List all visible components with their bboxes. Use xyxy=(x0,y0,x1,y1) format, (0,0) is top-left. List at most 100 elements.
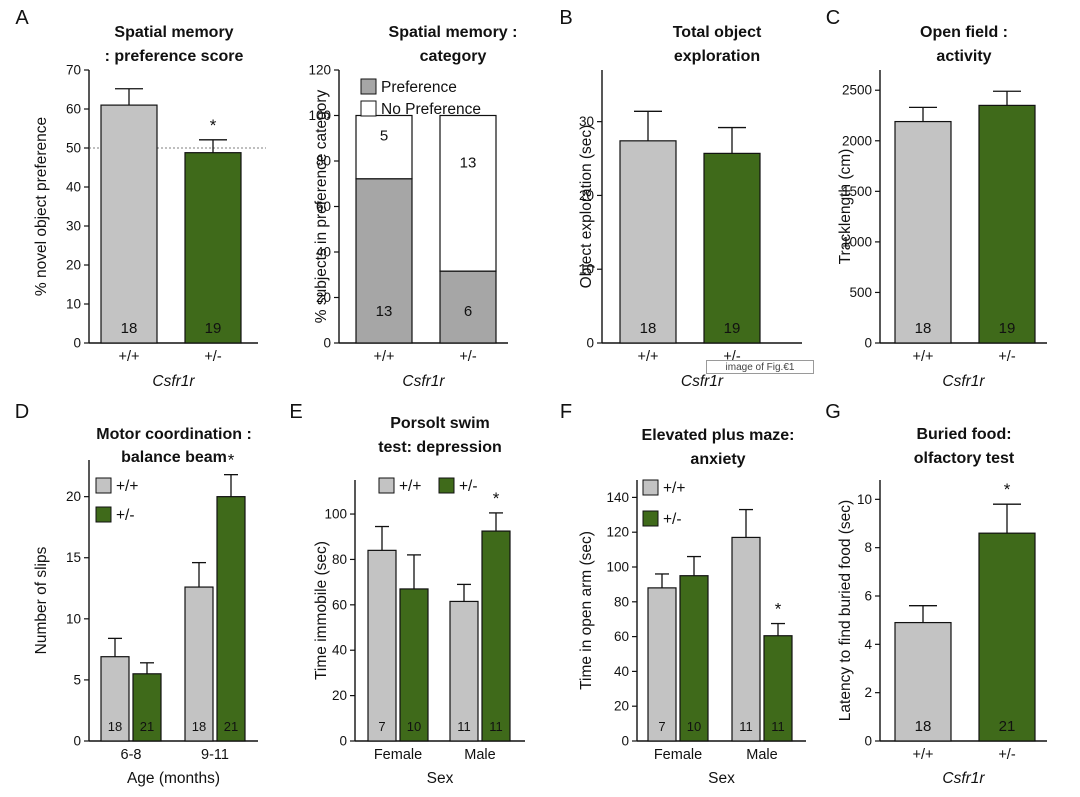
c-bar-het xyxy=(978,104,1036,344)
a2-legend-label: Preference xyxy=(381,79,457,96)
e-n-label: 11 xyxy=(457,719,471,734)
f-x-tick-label: Female xyxy=(654,747,702,763)
e-x-tick-label: Male xyxy=(464,747,495,763)
e-bar-het xyxy=(399,588,429,742)
c-panel-letter: C xyxy=(826,7,840,29)
d-title-line-2: balance beam xyxy=(121,449,227,466)
e-legend-swatch xyxy=(438,477,455,494)
d-n-label: 18 xyxy=(108,719,122,734)
g-y-tick-label: 2 xyxy=(864,685,872,700)
f-legend-label: +/+ xyxy=(663,480,685,497)
a2-bar-preference xyxy=(439,270,497,344)
e-legend-label: +/+ xyxy=(399,478,421,495)
g-y-tick-label: 6 xyxy=(864,589,872,604)
f-y-tick-label: 140 xyxy=(606,490,629,505)
e-n-label: 7 xyxy=(378,719,385,734)
a1-x-axis-label: Csfr1r xyxy=(152,373,195,390)
f-n-label: 11 xyxy=(739,719,753,734)
a2-y-tick-label: 0 xyxy=(323,336,331,351)
a2-y-tick-label: 100 xyxy=(308,108,331,123)
e-y-tick-label: 100 xyxy=(324,507,347,522)
a1-n-label: 18 xyxy=(121,320,138,337)
f-bar-het xyxy=(679,575,709,742)
g-title-line-1: Buried food: xyxy=(916,426,1011,443)
a2-x-tick-label: +/- xyxy=(459,349,476,365)
b-panel-letter: B xyxy=(559,7,572,29)
g-y-tick-label: 8 xyxy=(864,540,872,555)
a1-y-tick-label: 30 xyxy=(66,219,81,234)
figure-tooltip: image of Fig.€1 xyxy=(706,360,814,374)
f-y-tick-label: 0 xyxy=(621,734,629,749)
b-y-axis-label: Object exploration (sec) xyxy=(578,125,595,289)
d-legend-label: +/- xyxy=(116,507,135,524)
e-panel-letter: E xyxy=(289,401,302,423)
e-bar-wt xyxy=(449,600,479,742)
f-x-axis-label: Sex xyxy=(708,770,735,787)
f-y-tick-label: 120 xyxy=(606,525,629,540)
c-y-tick-label: 1500 xyxy=(842,184,872,199)
a2-y-tick-label: 120 xyxy=(308,63,331,78)
f-title-line-1: Elevated plus maze: xyxy=(642,427,795,444)
a2-x-axis-label: Csfr1r xyxy=(402,373,445,390)
e-y-tick-label: 0 xyxy=(339,734,347,749)
d-y-tick-label: 5 xyxy=(73,672,81,687)
d-panel-letter: D xyxy=(15,401,29,423)
d-n-label: 21 xyxy=(224,719,238,734)
a2-y-tick-label: 40 xyxy=(316,245,331,260)
d-x-axis-label: Age (months) xyxy=(127,770,220,787)
a2-legend-label: No Preference xyxy=(381,101,481,118)
g-n-label: 21 xyxy=(999,718,1016,735)
c-bar-wt xyxy=(894,120,952,344)
e-legend-swatch xyxy=(378,477,395,494)
a2-legend-swatch xyxy=(360,78,377,95)
e-legend-label: +/- xyxy=(459,478,478,495)
e-y-tick-label: 80 xyxy=(332,552,347,567)
g-title-line-2: olfactory test xyxy=(914,450,1015,467)
b-y-tick-label: 20 xyxy=(579,188,594,203)
c-title-line-2: activity xyxy=(936,48,991,65)
e-y-axis-label: Time immobile (sec) xyxy=(313,541,330,680)
a1-y-tick-label: 60 xyxy=(66,102,81,117)
f-legend-swatch xyxy=(642,510,659,527)
a2-y-tick-label: 80 xyxy=(316,154,331,169)
a1-y-tick-label: 0 xyxy=(73,336,81,351)
g-x-tick-label: +/- xyxy=(998,747,1015,763)
f-y-tick-label: 60 xyxy=(614,629,629,644)
g-x-axis-label: Csfr1r xyxy=(942,770,985,787)
g-bar-wt xyxy=(894,621,952,742)
g-y-tick-label: 0 xyxy=(864,734,872,749)
d-legend-swatch xyxy=(95,506,112,523)
f-y-tick-label: 100 xyxy=(606,560,629,575)
d-bar-het xyxy=(216,496,246,742)
a2-title-line-2: category xyxy=(420,48,487,65)
f-panel-letter: F xyxy=(560,401,572,423)
c-y-tick-label: 2500 xyxy=(842,83,872,98)
d-y-tick-label: 20 xyxy=(66,489,81,504)
d-legend-swatch xyxy=(95,477,112,494)
b-n-label: 18 xyxy=(640,320,657,337)
f-y-tick-label: 20 xyxy=(614,699,629,714)
c-x-tick-label: +/+ xyxy=(913,349,934,365)
g-bar-het xyxy=(978,532,1036,742)
b-bar-wt xyxy=(619,140,677,344)
c-title-line-1: Open field : xyxy=(920,24,1008,41)
g-panel-letter: G xyxy=(825,401,841,423)
a1-significance: * xyxy=(210,116,217,135)
a2-count-preference: 6 xyxy=(464,303,472,320)
e-title-line-2: test: depression xyxy=(378,439,502,456)
e-significance: * xyxy=(493,489,500,508)
a2-legend-swatch xyxy=(360,100,377,117)
a1-bar-het xyxy=(184,152,242,344)
c-y-tick-label: 500 xyxy=(849,285,872,300)
a2-bar-preference xyxy=(355,178,413,344)
g-n-label: 18 xyxy=(915,718,932,735)
e-n-label: 10 xyxy=(407,719,421,734)
a1-y-tick-label: 50 xyxy=(66,141,81,156)
a2-x-tick-label: +/+ xyxy=(374,349,395,365)
a2-title-line-1: Spatial memory : xyxy=(389,24,518,41)
g-y-tick-label: 10 xyxy=(857,492,872,507)
a2-bar-no-preference xyxy=(355,114,413,180)
d-y-axis-label: Number of slips xyxy=(33,546,50,654)
a2-count-preference: 13 xyxy=(376,303,393,320)
d-significance: * xyxy=(228,451,235,470)
